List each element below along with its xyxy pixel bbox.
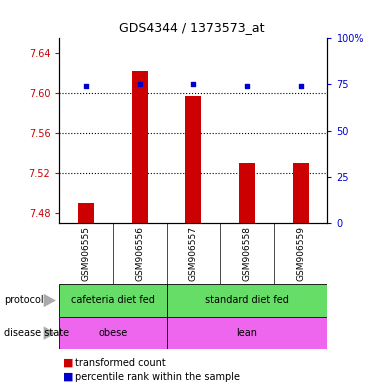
Text: GSM906556: GSM906556 xyxy=(135,226,144,281)
Bar xyxy=(59,284,167,317)
Point xyxy=(137,81,143,88)
Polygon shape xyxy=(44,294,56,307)
Text: protocol: protocol xyxy=(4,295,43,306)
Polygon shape xyxy=(44,326,56,340)
Point xyxy=(244,83,250,89)
Text: GSM906557: GSM906557 xyxy=(189,226,198,281)
Text: ■: ■ xyxy=(63,358,74,368)
Text: obese: obese xyxy=(98,328,128,338)
Point xyxy=(83,83,89,89)
Bar xyxy=(167,317,327,349)
Text: disease state: disease state xyxy=(4,328,69,338)
Text: GSM906558: GSM906558 xyxy=(242,226,252,281)
Bar xyxy=(239,163,255,223)
Text: GSM906559: GSM906559 xyxy=(296,226,305,281)
Bar xyxy=(78,203,94,223)
Bar xyxy=(167,284,327,317)
Bar xyxy=(185,96,201,223)
Bar xyxy=(293,163,309,223)
Text: transformed count: transformed count xyxy=(75,358,165,368)
Text: ■: ■ xyxy=(63,372,74,382)
Point xyxy=(190,81,196,88)
Text: cafeteria diet fed: cafeteria diet fed xyxy=(71,295,155,306)
Text: percentile rank within the sample: percentile rank within the sample xyxy=(75,372,240,382)
Bar xyxy=(59,317,167,349)
Point xyxy=(298,83,304,89)
Text: standard diet fed: standard diet fed xyxy=(205,295,289,306)
Text: GSM906555: GSM906555 xyxy=(82,226,91,281)
Text: GDS4344 / 1373573_at: GDS4344 / 1373573_at xyxy=(119,21,264,34)
Text: lean: lean xyxy=(237,328,257,338)
Bar xyxy=(132,71,148,223)
